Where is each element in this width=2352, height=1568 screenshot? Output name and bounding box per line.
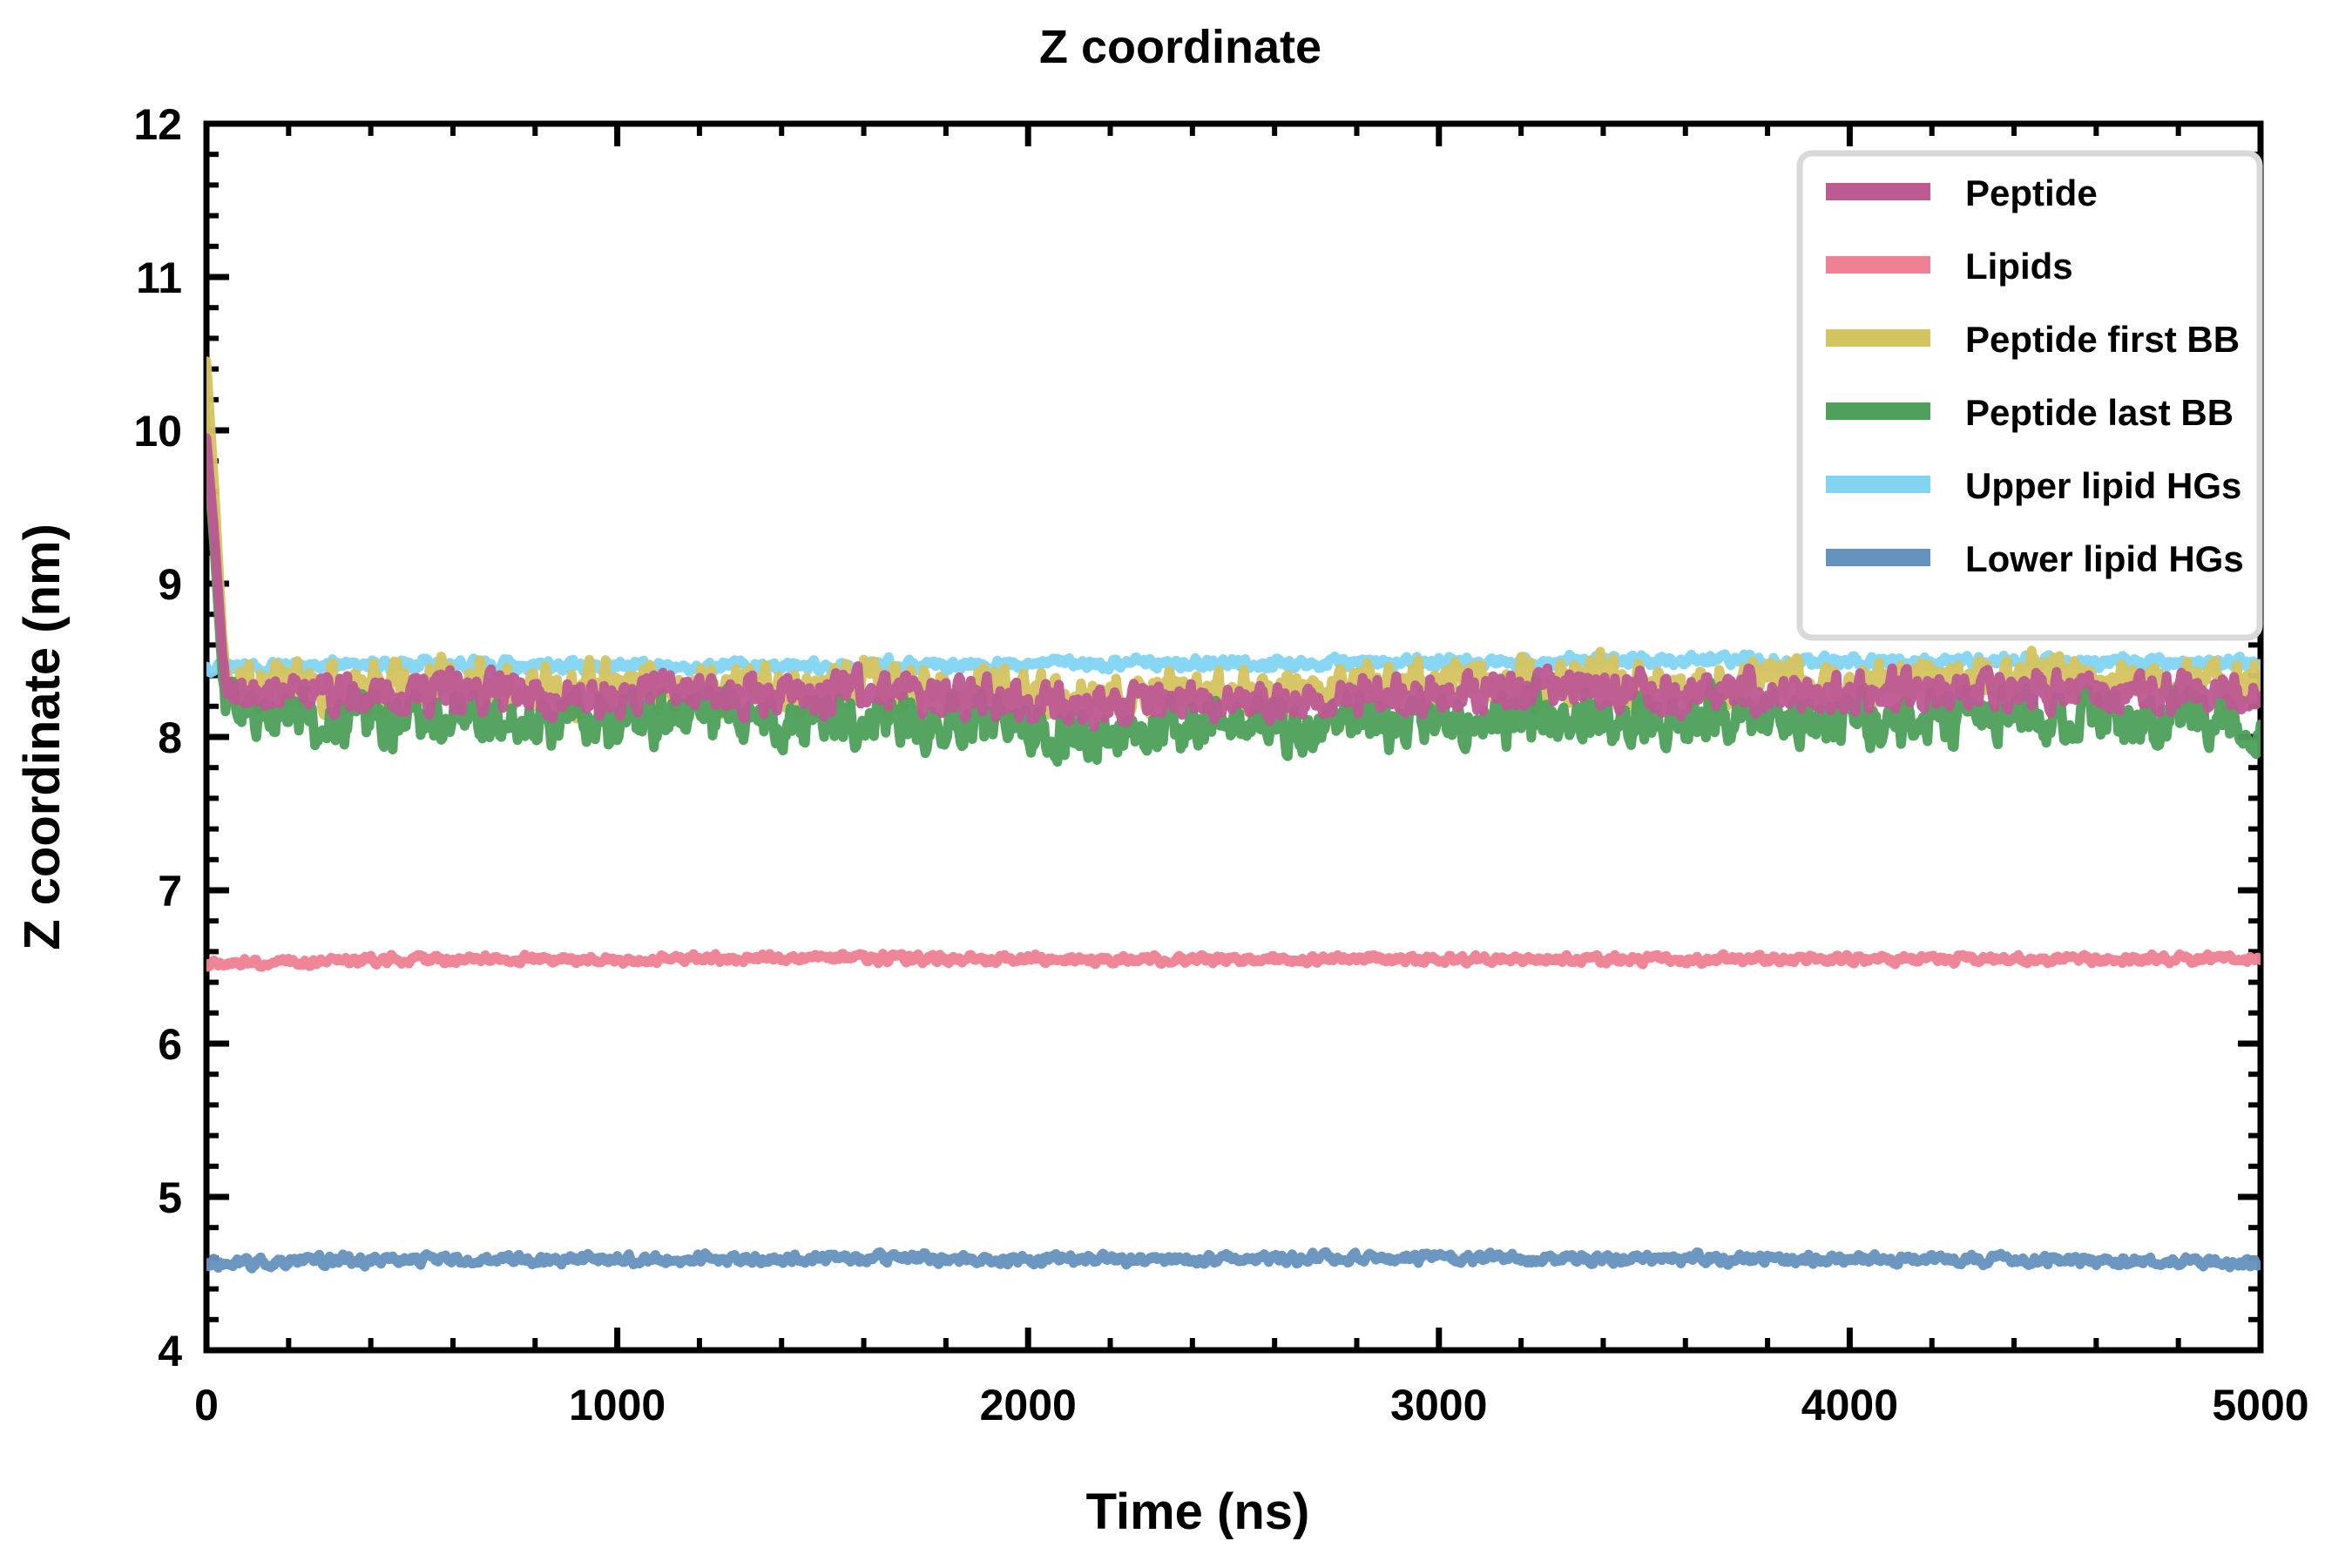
legend-label: Peptide bbox=[1965, 172, 2098, 213]
y-tick-label: 12 bbox=[133, 100, 182, 149]
y-tick-label: 4 bbox=[158, 1327, 182, 1375]
x-tick-label: 0 bbox=[194, 1381, 219, 1429]
series-line-lipids bbox=[206, 949, 2261, 972]
y-tick-label: 8 bbox=[158, 713, 182, 762]
y-tick-label: 5 bbox=[158, 1173, 182, 1222]
x-axis-label: Time (ns) bbox=[1086, 1484, 1310, 1540]
legend-label: Upper lipid HGs bbox=[1965, 465, 2241, 506]
legend-label: Lipids bbox=[1965, 246, 2073, 287]
y-axis-tick-labels: 4 5 6 7 8 9 10 11 12 bbox=[133, 100, 182, 1375]
chart-legend[interactable]: Peptide Lipids Peptide first BB Peptide las… bbox=[1796, 150, 2263, 641]
x-tick-label: 1000 bbox=[569, 1381, 666, 1429]
x-axis-ticks bbox=[203, 124, 2264, 1350]
y-tick-label: 11 bbox=[136, 253, 182, 302]
x-tick-label: 4000 bbox=[1801, 1381, 1898, 1429]
y-tick-label: 7 bbox=[158, 867, 182, 916]
x-tick-label: 2000 bbox=[980, 1381, 1077, 1429]
series-line-peptide-last-bb bbox=[206, 441, 2261, 767]
legend-label: Peptide last BB bbox=[1965, 392, 2234, 433]
x-tick-label: 5000 bbox=[2212, 1381, 2308, 1429]
legend-label: Peptide first BB bbox=[1965, 319, 2240, 360]
series-line-peptide bbox=[206, 433, 2261, 732]
x-tick-label: 3000 bbox=[1390, 1381, 1487, 1429]
series-line-lower-lipid-hgs bbox=[206, 1247, 2261, 1274]
x-axis-tick-labels: 0 1000 2000 3000 4000 5000 bbox=[194, 1381, 2309, 1429]
legend-label: Lower lipid HGs bbox=[1965, 538, 2244, 579]
y-tick-label: 6 bbox=[158, 1020, 182, 1069]
y-tick-label: 10 bbox=[133, 407, 182, 456]
y-axis-label: Z coordinate (nm) bbox=[14, 524, 71, 950]
data-series-layer bbox=[206, 356, 2261, 1274]
y-tick-label: 9 bbox=[158, 560, 182, 609]
chart-title: Z coordinate bbox=[1039, 21, 1321, 73]
